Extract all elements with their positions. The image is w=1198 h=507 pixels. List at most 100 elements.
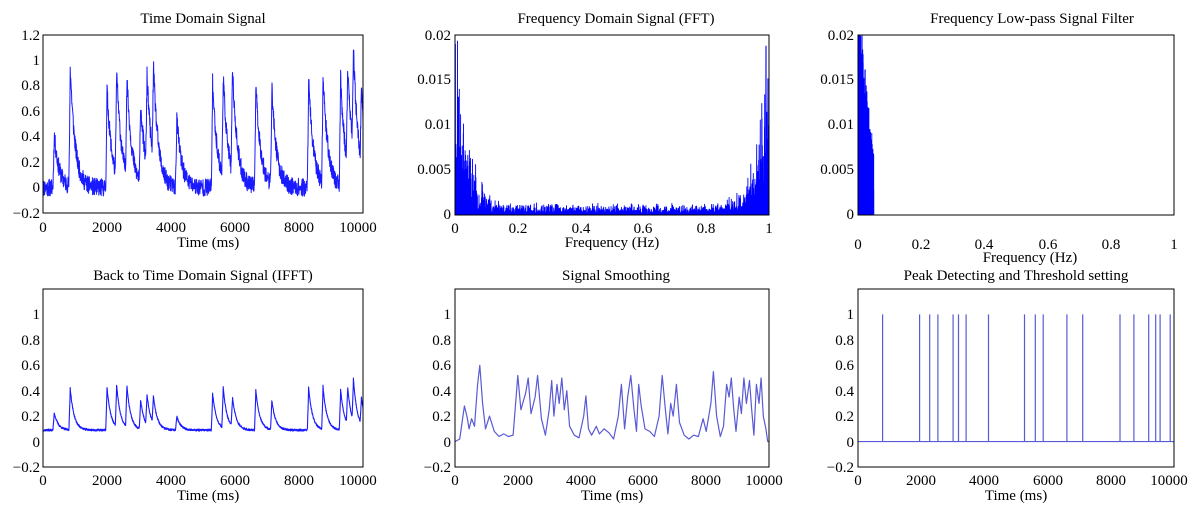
y-tick-label: 0.8 bbox=[21, 78, 40, 94]
x-tick-label: 0 bbox=[854, 473, 862, 489]
y-tick-label: −0.2 bbox=[13, 460, 40, 476]
x-tick-label: 2000 bbox=[906, 473, 936, 489]
x-tick-label: 10000 bbox=[339, 473, 377, 489]
y-ticks: 0 0.005 0.01 0.015 0.02 bbox=[417, 28, 451, 223]
series-plot bbox=[454, 40, 770, 216]
x-ticks: 0 0.2 0.4 0.6 0.8 1 bbox=[451, 221, 773, 237]
x-tick-label: 1 bbox=[1170, 237, 1178, 253]
x-tick-label: 0 bbox=[451, 221, 459, 237]
y-tick-label: 0 bbox=[33, 180, 41, 196]
panel-peak-detecting: Peak Detecting and Threshold setting 0 2… bbox=[827, 268, 1188, 504]
plot-frame bbox=[42, 288, 364, 468]
x-tick-label: 10000 bbox=[1150, 473, 1188, 489]
y-tick-label: 0 bbox=[444, 207, 452, 223]
plot-frame bbox=[857, 288, 1175, 468]
plot-frame bbox=[454, 34, 770, 216]
x-axis-label: Frequency (Hz) bbox=[565, 235, 660, 251]
x-axis-label: Time (ms) bbox=[581, 488, 643, 504]
y-tick-label: 0.2 bbox=[21, 409, 40, 425]
x-axis-label: Frequency (Hz) bbox=[983, 250, 1078, 266]
y-tick-label: 0 bbox=[444, 435, 452, 451]
x-tick-label: 2000 bbox=[92, 220, 122, 236]
plot-frame bbox=[42, 34, 364, 214]
y-tick-label: 0.4 bbox=[21, 129, 40, 145]
y-tick-label: −0.2 bbox=[424, 460, 451, 476]
x-ticks: 0 2000 4000 6000 8000 10000 bbox=[39, 473, 377, 489]
panel-low-pass-filter: Frequency Low-pass Signal Filter 0 0.2 0… bbox=[820, 11, 1178, 266]
y-tick-label: −0.2 bbox=[827, 460, 854, 476]
panel-ifft-signal: Back to Time Domain Signal (IFFT) 0 2000… bbox=[13, 268, 377, 504]
panel-title: Frequency Domain Signal (FFT) bbox=[517, 11, 714, 27]
x-axis-label: Time (ms) bbox=[177, 235, 239, 251]
panel-frequency-domain-signal: Frequency Domain Signal (FFT) 0 0.2 0.4 … bbox=[417, 11, 773, 251]
x-ticks: 0 2000 4000 6000 8000 10000 bbox=[854, 473, 1188, 489]
panel-title: Back to Time Domain Signal (IFFT) bbox=[93, 268, 313, 284]
x-tick-label: 0 bbox=[39, 220, 47, 236]
y-tick-label: 0.015 bbox=[417, 72, 451, 88]
y-tick-label: 0.4 bbox=[432, 384, 451, 400]
panel-time-domain-signal: Time Domain Signal 0 2000 4000 6000 8000… bbox=[13, 11, 377, 251]
y-tick-label: 1.2 bbox=[21, 28, 40, 44]
y-tick-label: 0.2 bbox=[432, 409, 451, 425]
x-axis-label: Time (ms) bbox=[177, 488, 239, 504]
panel-title: Peak Detecting and Threshold setting bbox=[904, 268, 1129, 284]
x-tick-label: 0.6 bbox=[634, 221, 653, 237]
y-tick-label: 0.2 bbox=[835, 409, 854, 425]
y-tick-label: 0.4 bbox=[21, 384, 40, 400]
y-tick-label: 0.01 bbox=[425, 117, 451, 133]
y-ticks: −0.2 0 0.2 0.4 0.6 0.8 1 bbox=[424, 307, 452, 476]
panel-title: Frequency Low-pass Signal Filter bbox=[930, 11, 1134, 27]
y-tick-label: 0 bbox=[847, 435, 855, 451]
y-tick-label: 0.02 bbox=[828, 28, 854, 44]
y-tick-label: 0.6 bbox=[21, 358, 40, 374]
y-tick-label: 1 bbox=[33, 307, 41, 323]
panel-signal-smoothing: Signal Smoothing 0 2000 4000 6000 8000 1… bbox=[424, 268, 783, 504]
y-tick-label: 0.4 bbox=[835, 384, 854, 400]
spectrum-line bbox=[454, 40, 770, 216]
x-tick-label: 4000 bbox=[969, 473, 999, 489]
y-tick-label: 1 bbox=[444, 307, 452, 323]
x-tick-label: 8000 bbox=[284, 220, 314, 236]
y-tick-label: 1 bbox=[33, 53, 41, 69]
y-tick-label: 0.2 bbox=[21, 155, 40, 171]
x-tick-label: 0.2 bbox=[912, 237, 931, 253]
x-tick-label: 10000 bbox=[339, 220, 377, 236]
y-ticks: 0 0.005 0.01 0.015 0.02 bbox=[820, 28, 854, 223]
x-tick-label: 6000 bbox=[220, 473, 250, 489]
x-tick-label: 8000 bbox=[284, 473, 314, 489]
x-tick-label: 4000 bbox=[156, 220, 186, 236]
x-ticks: 0 0.2 0.4 0.6 0.8 1 bbox=[854, 237, 1178, 253]
x-tick-label: 0.8 bbox=[1102, 237, 1121, 253]
x-tick-label: 10000 bbox=[745, 473, 783, 489]
y-ticks: −0.2 0 0.2 0.4 0.6 0.8 1 bbox=[13, 307, 41, 476]
x-tick-label: 8000 bbox=[1096, 473, 1126, 489]
y-ticks: −0.2 0 0.2 0.4 0.6 0.8 1 bbox=[827, 307, 855, 476]
y-ticks: −0.2 0 0.2 0.4 0.6 0.8 1 1.2 bbox=[13, 28, 41, 222]
y-tick-label: 0.01 bbox=[828, 117, 854, 133]
panel-title: Time Domain Signal bbox=[140, 11, 265, 27]
x-tick-label: 0 bbox=[39, 473, 47, 489]
plot-frame bbox=[454, 288, 770, 468]
y-tick-label: 0.8 bbox=[432, 333, 451, 349]
y-tick-label: 0 bbox=[847, 207, 855, 223]
series-plot bbox=[454, 364, 769, 443]
x-tick-label: 6000 bbox=[1033, 473, 1063, 489]
x-tick-label: 0.6 bbox=[1039, 237, 1058, 253]
x-tick-label: 8000 bbox=[691, 473, 721, 489]
spectrum-line bbox=[857, 34, 875, 216]
x-tick-label: 0 bbox=[451, 473, 459, 489]
x-tick-label: 2000 bbox=[503, 473, 533, 489]
x-tick-label: 0 bbox=[854, 237, 862, 253]
x-tick-label: 6000 bbox=[628, 473, 658, 489]
x-tick-label: 0.2 bbox=[509, 221, 528, 237]
signal-line bbox=[42, 377, 364, 432]
x-axis-label: Time (ms) bbox=[985, 488, 1047, 504]
y-tick-label: 0.8 bbox=[21, 333, 40, 349]
y-tick-label: −0.2 bbox=[13, 206, 40, 222]
series-plot bbox=[42, 377, 364, 432]
x-tick-label: 4000 bbox=[156, 473, 186, 489]
x-tick-label: 4000 bbox=[566, 473, 596, 489]
x-tick-label: 0.4 bbox=[975, 237, 994, 253]
y-tick-label: 0.015 bbox=[820, 72, 854, 88]
